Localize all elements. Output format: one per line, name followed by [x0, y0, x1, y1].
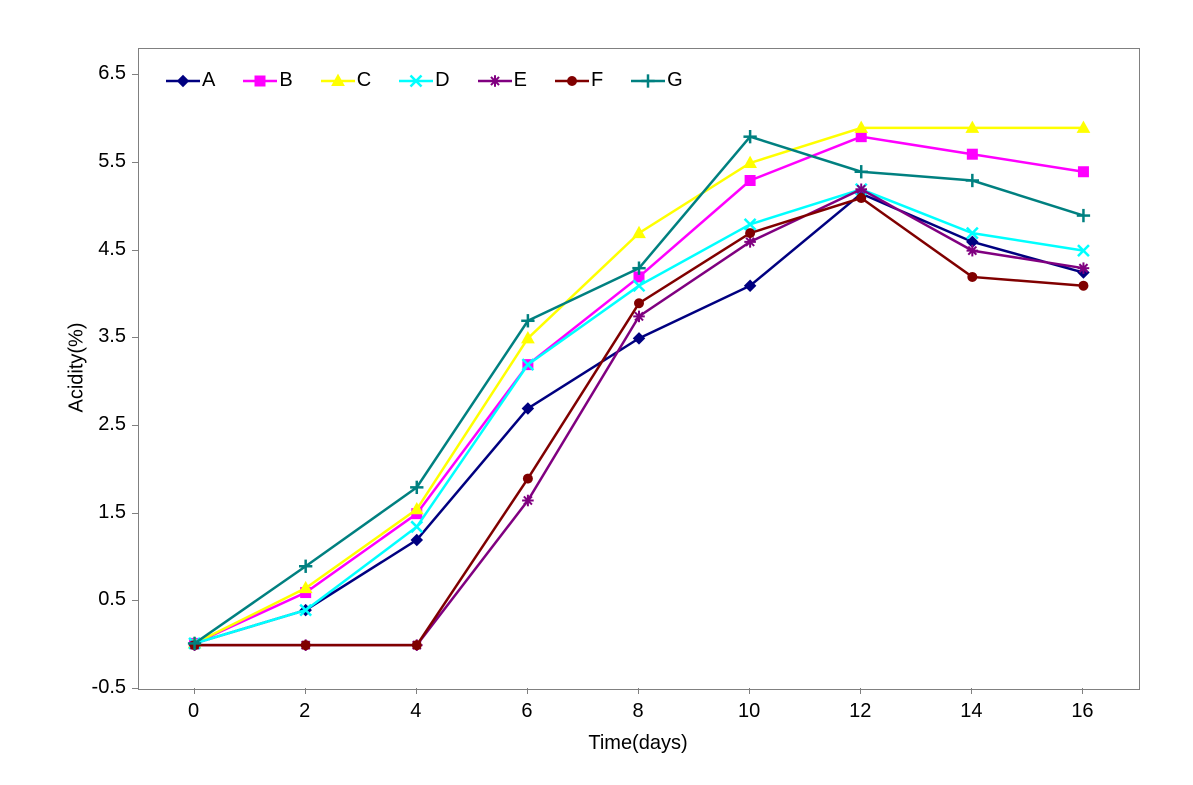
series-marker-G	[855, 165, 868, 178]
series-marker-E	[967, 245, 979, 257]
series-line-C	[195, 128, 1084, 644]
legend-item-D: D	[399, 69, 449, 92]
y-tick-label: 2.5	[66, 413, 126, 436]
series-marker-C	[299, 581, 313, 593]
series-marker-C	[632, 226, 646, 238]
legend-item-C: C	[321, 69, 371, 92]
series-marker-G	[521, 314, 534, 327]
legend-label: F	[591, 69, 603, 92]
legend-label: D	[435, 69, 449, 92]
legend-item-B: B	[243, 69, 292, 92]
x-tick-label: 6	[507, 700, 547, 723]
series-marker-G	[1077, 209, 1090, 222]
series-line-B	[195, 137, 1084, 644]
y-tick-label: -0.5	[66, 676, 126, 699]
plot-area: A B C D E F G	[138, 48, 1140, 690]
legend-item-A: A	[166, 69, 215, 92]
series-marker-F	[745, 228, 755, 238]
legend-label: G	[667, 69, 683, 92]
series-marker-B	[1078, 166, 1089, 177]
series-marker-F	[523, 474, 533, 484]
series-marker-F	[1078, 281, 1088, 291]
x-tick-label: 16	[1062, 700, 1102, 723]
x-axis-label: Time(days)	[578, 732, 698, 755]
y-tick-label: 5.5	[66, 150, 126, 173]
series-line-G	[195, 137, 1084, 644]
series-marker-E	[522, 495, 534, 507]
y-tick-label: 4.5	[66, 238, 126, 261]
y-axis-label: Acidity(%)	[66, 322, 89, 412]
legend-label: B	[279, 69, 292, 92]
y-tick-label: 0.5	[66, 588, 126, 611]
legend-label: A	[202, 69, 215, 92]
x-tick-label: 8	[618, 700, 658, 723]
series-marker-D	[411, 521, 422, 532]
legend-item-G: G	[631, 69, 683, 92]
legend-item-E: E	[478, 69, 527, 92]
legend: A B C D E F G	[166, 69, 683, 92]
x-tick-label: 0	[174, 700, 214, 723]
x-tick-label: 14	[951, 700, 991, 723]
series-marker-F	[856, 193, 866, 203]
y-tick-label: 6.5	[66, 62, 126, 85]
legend-label: E	[514, 69, 527, 92]
series-marker-B	[745, 175, 756, 186]
legend-item-F: F	[555, 69, 603, 92]
x-tick-label: 10	[729, 700, 769, 723]
series-marker-A	[633, 332, 646, 345]
series-marker-F	[301, 640, 311, 650]
chart-lines	[139, 49, 1139, 689]
x-tick-label: 12	[840, 700, 880, 723]
y-tick-label: 1.5	[66, 501, 126, 524]
series-marker-B	[967, 149, 978, 160]
series-marker-G	[966, 174, 979, 187]
x-tick-label: 4	[396, 700, 436, 723]
series-marker-F	[967, 272, 977, 282]
series-marker-F	[634, 298, 644, 308]
series-marker-E	[1078, 262, 1090, 274]
x-tick-label: 2	[285, 700, 325, 723]
legend-label: C	[357, 69, 371, 92]
chart-container: ABCDEFG -0.50.51.52.53.54.55.56.5 024681…	[0, 0, 1193, 785]
series-marker-F	[412, 640, 422, 650]
series-marker-E	[633, 311, 645, 323]
